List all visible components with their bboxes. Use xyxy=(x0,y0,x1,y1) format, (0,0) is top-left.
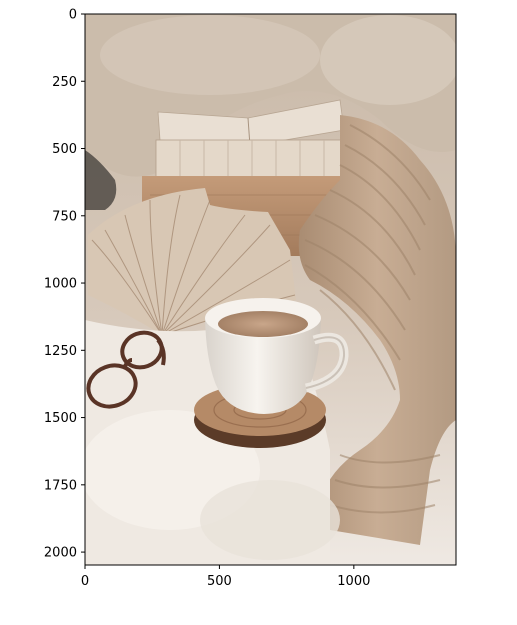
x-axis: 0 500 1000 xyxy=(81,565,370,589)
y-tick-label: 0 xyxy=(69,8,77,23)
book-stack xyxy=(155,139,347,181)
coffee-cup xyxy=(205,318,321,414)
y-tick-label: 1000 xyxy=(44,277,77,292)
eyeglasses xyxy=(86,330,166,409)
y-tick-label: 1500 xyxy=(44,411,77,426)
rug-texture xyxy=(200,480,340,560)
y-tick-label: 750 xyxy=(52,209,77,224)
cup-handle-shadow xyxy=(305,336,346,389)
axes-frame xyxy=(84,13,457,566)
x-tick-label: 0 xyxy=(81,574,89,589)
y-tick-label: 1750 xyxy=(44,478,77,493)
pillow-texture xyxy=(320,15,456,105)
photo-image xyxy=(85,14,456,565)
y-tick-label: 2000 xyxy=(44,546,77,561)
coffee-surface xyxy=(218,311,308,337)
fanned-pages xyxy=(91,194,296,336)
plant-shadow xyxy=(85,150,117,210)
y-tick-label: 500 xyxy=(52,142,77,157)
knit-ribs xyxy=(304,124,441,514)
knit-blanket xyxy=(298,115,456,545)
book-page-lines xyxy=(179,140,325,180)
y-tick-label: 1250 xyxy=(44,344,77,359)
y-tick-label: 250 xyxy=(52,75,77,90)
pillow-texture xyxy=(100,15,320,95)
fanned-book xyxy=(88,188,296,335)
x-tick-label: 1000 xyxy=(337,574,370,589)
y-axis: 0 250 500 750 1000 1250 1500 1750 2000 xyxy=(44,8,85,561)
x-tick-label: 500 xyxy=(207,574,232,589)
